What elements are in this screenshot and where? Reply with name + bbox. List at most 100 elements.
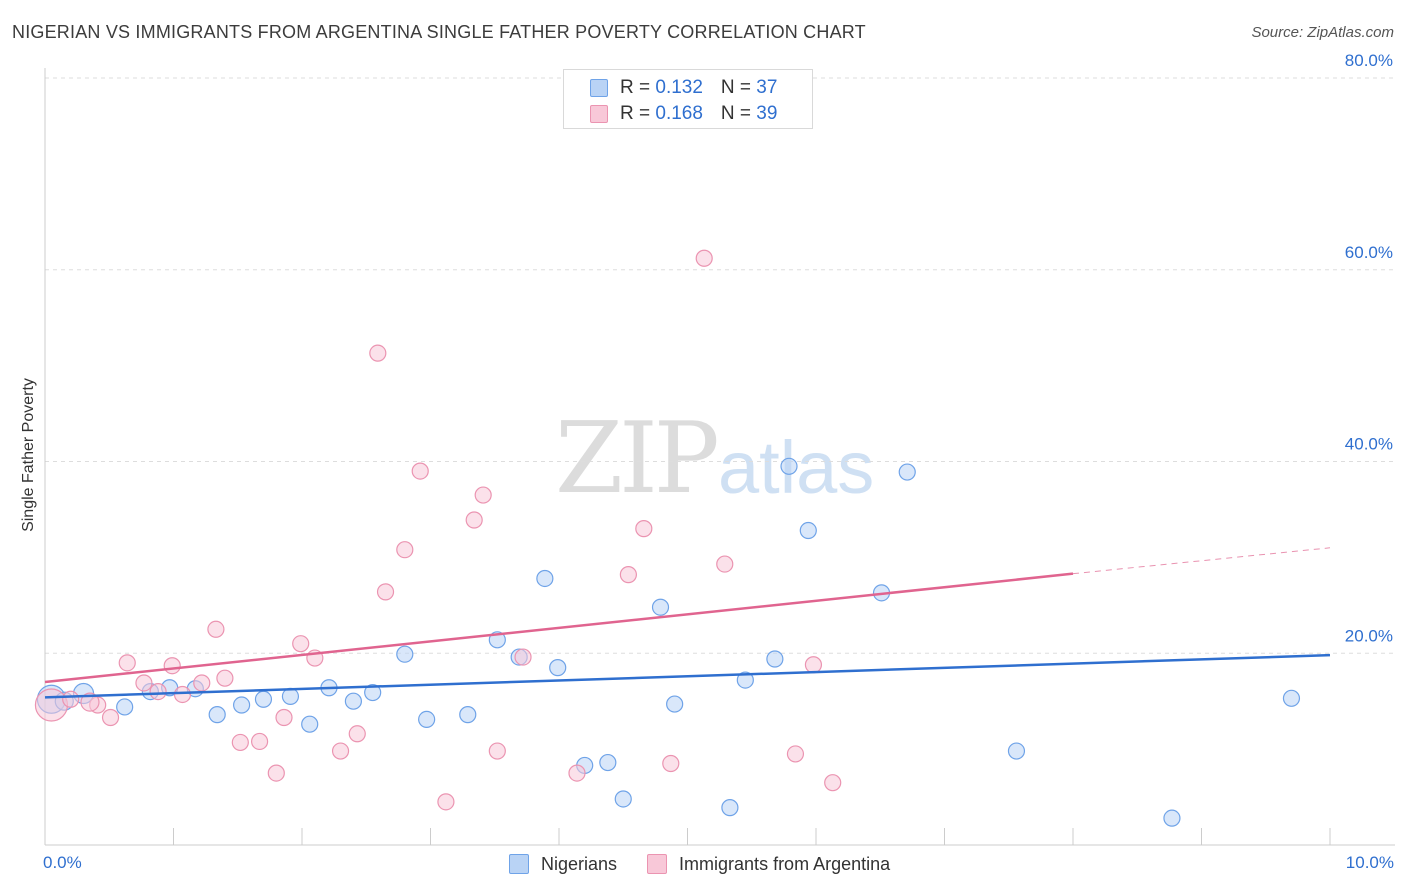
correlation-legend: R = 0.132 N = 37 R = 0.168 N = 39 [563, 69, 813, 129]
trend-lines [44, 547, 1331, 699]
point-argentina [695, 249, 713, 267]
legend-swatch-argentina [647, 854, 668, 874]
point-argentina [369, 344, 387, 362]
watermark-zip: ZIP [555, 402, 720, 516]
point-argentina [716, 555, 734, 573]
legend-swatch-argentina [590, 105, 608, 123]
point-nigerians [1007, 742, 1026, 760]
legend-swatch-nigerians [590, 79, 608, 97]
point-argentina [193, 674, 211, 692]
r-value-nigerians: 0.132 [655, 77, 703, 98]
point-nigerians [898, 463, 916, 481]
point-argentina [437, 793, 455, 811]
point-argentina [135, 674, 153, 692]
legend-row-argentina: R = 0.168 N = 39 [590, 103, 777, 125]
point-nigerians [254, 690, 273, 708]
x-tick-label-min: 0.0% [43, 853, 82, 872]
y-tick-labels: 20.0% 40.0% 60.0% 80.0% [1345, 51, 1393, 645]
point-argentina [514, 648, 532, 666]
point-argentina [411, 462, 429, 480]
point-argentina [267, 764, 285, 782]
chart-source: Source: ZipAtlas.com [1251, 24, 1394, 41]
point-nigerians [233, 696, 251, 714]
point-nigerians [736, 671, 754, 689]
point-argentina [804, 656, 823, 674]
point-nigerians [301, 715, 319, 733]
legend-swatch-nigerians [509, 854, 529, 874]
point-argentina [348, 725, 366, 743]
x-tick-label-max: 10.0% [1345, 853, 1394, 872]
series-legend: Nigerians Immigrants from Argentina [509, 852, 920, 876]
point-nigerians [116, 698, 134, 716]
r-value-argentina: 0.168 [655, 103, 703, 124]
point-argentina [635, 520, 653, 538]
series-argentina-points [34, 249, 842, 811]
point-argentina [662, 754, 680, 773]
n-label: N = [720, 103, 757, 124]
point-argentina [376, 583, 395, 601]
y-axis-label: Single Father Poverty [20, 378, 37, 532]
r-label: R = [620, 103, 656, 124]
point-nigerians [780, 457, 798, 475]
point-nigerians [396, 645, 414, 663]
point-argentina [62, 690, 80, 708]
y-tick-label: 20.0% [1345, 626, 1393, 645]
point-argentina [488, 742, 506, 760]
point-nigerians [721, 799, 739, 817]
trend-line-argentina [44, 572, 1074, 684]
point-nigerians [1163, 809, 1181, 827]
point-argentina [118, 654, 136, 672]
point-argentina [149, 682, 167, 701]
legend-label-nigerians: Nigerians [541, 853, 618, 874]
legend-item-argentina[interactable]: Immigrants from Argentina [647, 854, 890, 875]
n-value-argentina: 39 [756, 103, 778, 124]
point-argentina [101, 708, 120, 727]
point-argentina [163, 657, 181, 675]
point-nigerians [281, 687, 300, 705]
point-argentina [207, 620, 225, 638]
point-argentina [619, 566, 637, 584]
r-label: R = [620, 77, 656, 98]
point-argentina [824, 774, 842, 792]
n-label: N = [720, 77, 757, 98]
point-argentina [786, 745, 805, 763]
point-argentina [474, 486, 492, 504]
point-nigerians [666, 695, 684, 713]
legend-item-nigerians[interactable]: Nigerians [509, 854, 617, 875]
point-nigerians [1282, 689, 1301, 707]
point-argentina [275, 708, 293, 727]
chart-title: NIGERIAN VS IMMIGRANTS FROM ARGENTINA SI… [12, 22, 866, 42]
point-argentina [231, 733, 249, 752]
point-argentina [396, 541, 414, 559]
point-nigerians [614, 790, 632, 808]
point-argentina [465, 511, 483, 529]
point-nigerians [459, 706, 477, 724]
point-nigerians [766, 650, 784, 668]
point-argentina [173, 685, 192, 704]
point-argentina [568, 764, 586, 782]
legend-row-nigerians: R = 0.132 N = 37 [590, 77, 777, 99]
y-tick-label: 80.0% [1345, 51, 1393, 70]
point-argentina [80, 692, 100, 712]
point-nigerians [208, 706, 226, 724]
trend-line-nigerians [44, 653, 1331, 699]
point-nigerians [599, 753, 617, 772]
point-nigerians [344, 692, 362, 710]
point-argentina [292, 635, 310, 653]
point-nigerians [418, 710, 436, 729]
axes [44, 68, 1395, 846]
y-tick-label: 60.0% [1345, 243, 1393, 262]
point-nigerians [549, 659, 567, 677]
point-nigerians [799, 521, 817, 540]
n-value-nigerians: 37 [756, 77, 778, 98]
legend-label-argentina: Immigrants from Argentina [679, 853, 891, 874]
y-tick-label: 40.0% [1345, 435, 1393, 454]
point-argentina [250, 732, 269, 751]
point-nigerians [364, 683, 382, 702]
point-nigerians [651, 598, 670, 616]
point-argentina [216, 669, 234, 687]
point-argentina [34, 688, 69, 722]
point-nigerians [536, 569, 554, 588]
point-argentina [331, 742, 350, 760]
